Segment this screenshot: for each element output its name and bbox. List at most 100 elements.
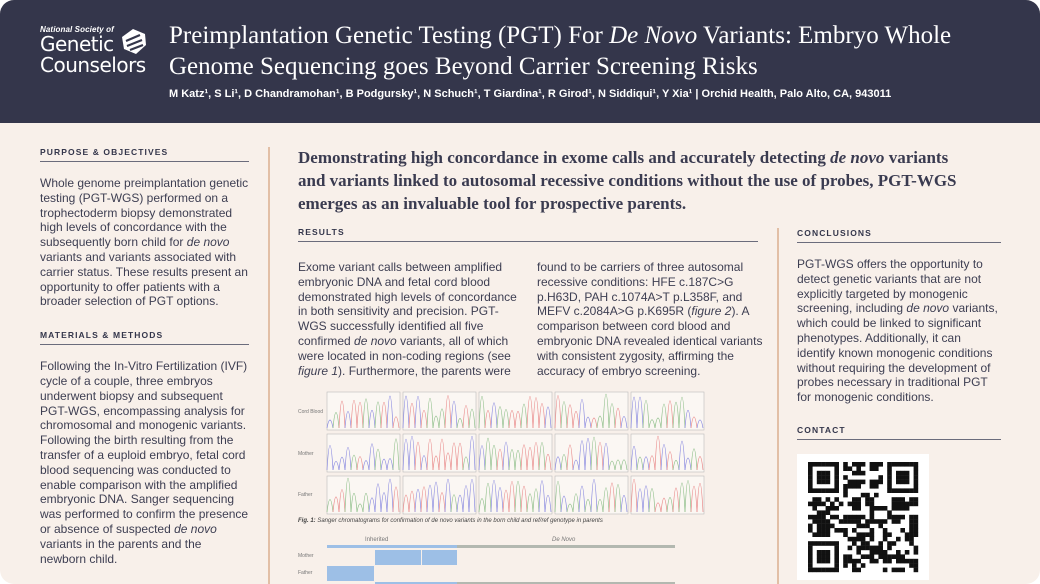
chromatogram-peak xyxy=(484,410,492,429)
qr-module xyxy=(856,470,861,476)
qr-module xyxy=(852,514,857,520)
qr-module xyxy=(816,501,822,507)
chromatogram-peak xyxy=(338,456,346,471)
qr-module xyxy=(887,484,892,489)
qr-module xyxy=(913,532,919,537)
qr-module xyxy=(830,567,835,573)
qr-module xyxy=(904,532,910,537)
poster-title: Preimplantation Genetic Testing (PGT) Fo… xyxy=(169,20,1034,82)
qr-module xyxy=(847,558,853,564)
qr-module xyxy=(808,479,813,485)
qr-module xyxy=(887,541,892,546)
chromatogram-peak xyxy=(666,400,674,429)
qr-module xyxy=(869,510,875,515)
qr-module xyxy=(904,501,910,507)
qr-module xyxy=(825,475,831,480)
qr-module xyxy=(896,470,901,476)
qr-module xyxy=(900,462,905,467)
qr-module xyxy=(900,506,905,511)
chromatogram-peak xyxy=(654,435,662,471)
qr-module xyxy=(852,462,857,467)
qr-module xyxy=(913,523,919,529)
qr-module xyxy=(821,550,826,555)
qr-module xyxy=(852,536,857,542)
qr-module xyxy=(913,484,919,489)
qr-module xyxy=(913,545,919,551)
text-segment: variants, which could be linked to signi… xyxy=(797,301,998,405)
qr-module xyxy=(812,514,817,520)
chromatogram-peak xyxy=(462,405,470,429)
qr-module xyxy=(891,567,897,573)
qr-module xyxy=(816,567,822,573)
chromatogram-peak xyxy=(526,396,534,429)
qr-module xyxy=(909,519,914,524)
chromatogram-peak xyxy=(614,484,622,513)
qr-module xyxy=(852,528,857,533)
chromatogram-peak xyxy=(602,393,610,429)
chromatogram-peak xyxy=(414,442,422,471)
qr-module xyxy=(812,567,817,573)
chromatogram-peak xyxy=(490,479,498,513)
chromatogram-peak xyxy=(426,397,434,429)
qr-module xyxy=(816,488,822,493)
qr-module xyxy=(887,462,892,467)
qr-module xyxy=(860,479,866,485)
qr-module xyxy=(900,554,905,559)
chromatogram-peak xyxy=(502,441,510,471)
qr-module xyxy=(882,554,888,559)
chromatogram-peak xyxy=(684,480,692,513)
qr-module xyxy=(896,488,901,493)
qr-module xyxy=(847,554,853,559)
chromatogram-peak xyxy=(642,400,650,429)
qr-module xyxy=(843,492,848,498)
variant-matrix-figure xyxy=(327,545,675,584)
qr-module xyxy=(816,497,822,502)
chromatogram-peak xyxy=(596,442,604,471)
text-segment: variants in the parents and the newborn … xyxy=(40,536,202,566)
qr-module xyxy=(856,466,861,471)
qr-module xyxy=(838,501,844,507)
qr-module xyxy=(860,532,866,537)
chromatogram-peak xyxy=(386,478,394,513)
chromatogram-peak xyxy=(380,458,388,471)
qr-module xyxy=(856,523,861,529)
qr-module xyxy=(896,558,901,564)
chromatogram-peak xyxy=(642,456,650,471)
qr-module xyxy=(852,497,857,502)
chromatogram-peak xyxy=(590,417,598,429)
qr-module xyxy=(856,558,861,564)
qr-module xyxy=(847,466,853,471)
qr-module xyxy=(808,475,813,480)
qr-module xyxy=(834,470,839,476)
qr-module xyxy=(847,536,853,542)
qr-module xyxy=(834,466,839,471)
qr-module xyxy=(821,470,826,476)
left-column: PURPOSE & OBJECTIVES Whole genome preimp… xyxy=(40,147,249,566)
chromatogram-peak xyxy=(590,479,598,513)
chromatogram-peak xyxy=(456,494,464,513)
qr-module xyxy=(913,466,919,471)
qr-module xyxy=(900,475,905,480)
text-segment: de novo xyxy=(174,521,217,536)
qr-module xyxy=(896,567,901,573)
chromatogram-peak xyxy=(356,402,364,429)
text-segment: Preimplantation Genetic Testing (PGT) Fo… xyxy=(169,22,610,49)
qr-module xyxy=(904,506,910,511)
chromatogram-peak xyxy=(684,409,692,429)
qr-module xyxy=(874,545,879,551)
qr-module xyxy=(909,514,914,520)
qr-module xyxy=(874,492,879,498)
qr-module xyxy=(834,484,839,489)
qr-module xyxy=(847,519,853,524)
qr-module xyxy=(812,532,817,537)
sanger-chromatogram-figure xyxy=(326,391,705,515)
qr-module xyxy=(909,558,914,564)
qr-module xyxy=(808,567,813,573)
qr-module xyxy=(834,514,839,520)
contact-qr-code[interactable] xyxy=(797,454,929,580)
qr-module xyxy=(904,536,910,542)
chromatogram-peak xyxy=(630,446,638,471)
text-segment: PGT-WGS offers the opportunity to detect… xyxy=(797,257,983,316)
qr-module xyxy=(878,523,883,529)
